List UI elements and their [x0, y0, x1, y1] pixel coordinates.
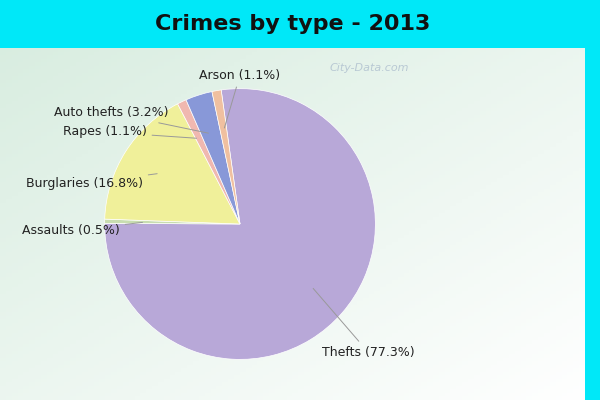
- Wedge shape: [212, 90, 240, 224]
- Text: Arson (1.1%): Arson (1.1%): [199, 68, 281, 128]
- Wedge shape: [105, 104, 240, 224]
- Wedge shape: [186, 92, 240, 224]
- Text: Crimes by type - 2013: Crimes by type - 2013: [155, 14, 430, 34]
- Text: Rapes (1.1%): Rapes (1.1%): [62, 126, 196, 138]
- Wedge shape: [178, 100, 240, 224]
- Text: Burglaries (16.8%): Burglaries (16.8%): [26, 174, 157, 190]
- Text: Auto thefts (3.2%): Auto thefts (3.2%): [54, 106, 208, 133]
- Text: Assaults (0.5%): Assaults (0.5%): [22, 222, 142, 237]
- Text: City-Data.com: City-Data.com: [330, 63, 409, 73]
- Wedge shape: [104, 219, 240, 224]
- Text: Thefts (77.3%): Thefts (77.3%): [313, 288, 415, 359]
- Wedge shape: [104, 89, 376, 359]
